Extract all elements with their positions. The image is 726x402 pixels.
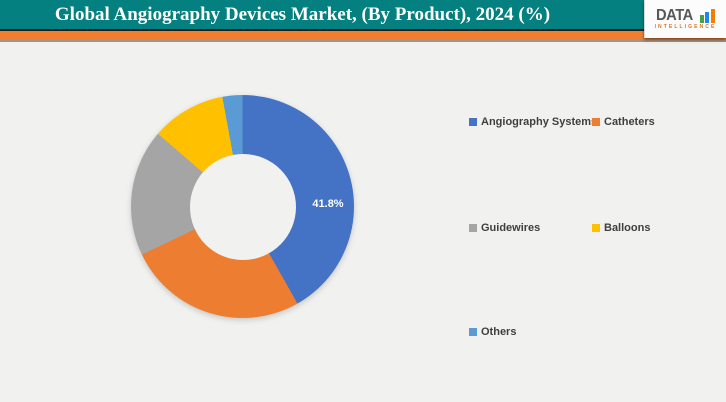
legend-label: Catheters	[604, 116, 655, 128]
logo-bars-icon	[698, 8, 715, 23]
chart-plot-area: 41.8% Angiography Systems Catheters Guid…	[0, 42, 726, 402]
legend-swatch	[469, 328, 477, 336]
legend-swatch	[592, 118, 600, 126]
legend-swatch	[592, 224, 600, 232]
legend-label: Angiography Systems	[481, 116, 598, 128]
legend-label: Others	[481, 326, 517, 338]
legend-swatch	[469, 224, 477, 232]
legend-label: Guidewires	[481, 222, 541, 234]
logo-text: DATA	[656, 6, 694, 24]
logo-row: DATA	[656, 6, 715, 24]
logo-subtext: INTELLIGENCE	[654, 23, 717, 30]
legend-item-angiography-systems: Angiography Systems	[469, 115, 597, 129]
header: Global Angiography Devices Market, (By P…	[0, 0, 726, 42]
legend-item-catheters: Catheters	[592, 115, 655, 129]
chart-title: Global Angiography Devices Market, (By P…	[54, 4, 551, 25]
legend-item-others: Others	[469, 325, 516, 339]
legend-item-balloons: Balloons	[592, 221, 650, 235]
legend-swatch	[469, 118, 477, 126]
legend-label: Balloons	[604, 222, 651, 234]
slice-data-label: 41.8%	[312, 198, 344, 210]
header-stripe-shadow	[0, 40, 726, 42]
donut-chart: 41.8%	[131, 95, 354, 318]
header-divider	[0, 29, 726, 31]
legend-item-guidewires: Guidewires	[469, 221, 540, 235]
brand-logo: DATA INTELLIGENCE	[644, 0, 726, 38]
header-stripe	[0, 31, 726, 40]
header-bar	[0, 0, 726, 29]
